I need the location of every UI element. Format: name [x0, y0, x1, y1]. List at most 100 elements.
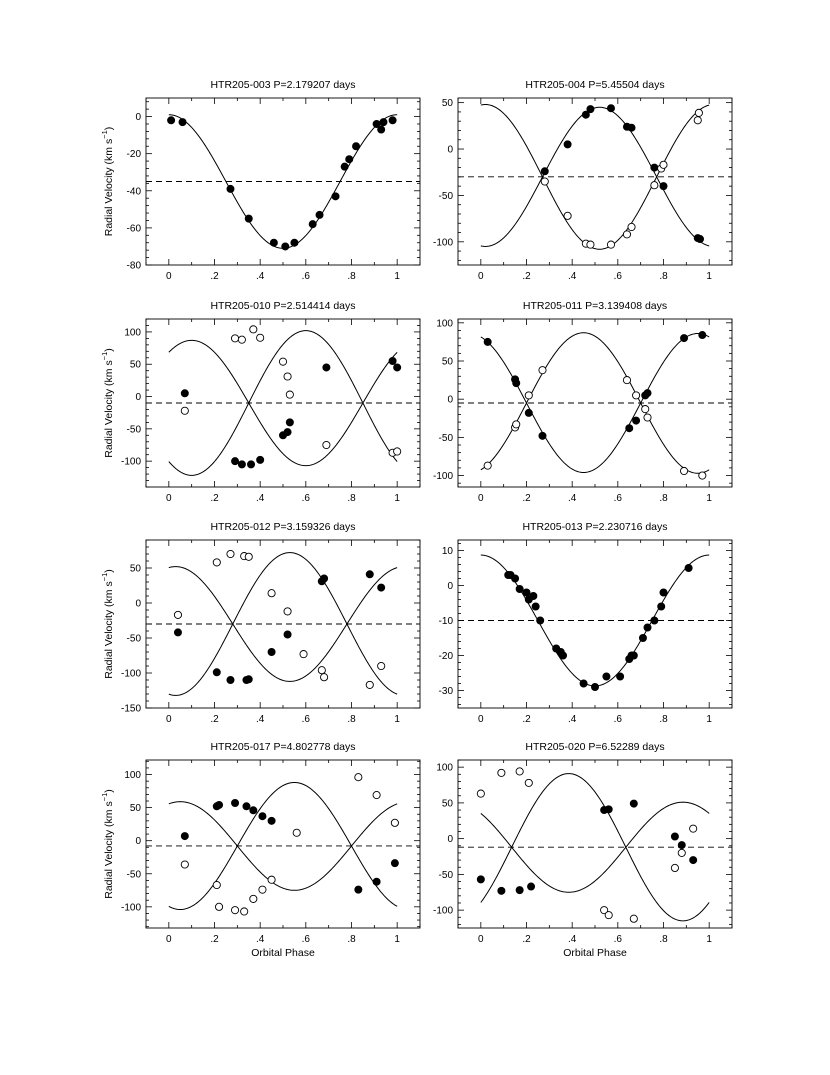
data-point-primary	[340, 162, 349, 171]
x-tick-label: 1	[394, 271, 400, 282]
data-point-primary	[244, 214, 253, 223]
data-point-primary	[393, 363, 402, 372]
data-point-primary	[563, 140, 572, 149]
data-point-primary	[632, 416, 641, 425]
data-point-secondary	[670, 863, 679, 872]
x-tick-label: 0	[478, 714, 484, 725]
data-point-primary	[643, 389, 652, 398]
data-point-primary	[258, 812, 267, 821]
data-point-secondary	[267, 875, 276, 884]
data-point-secondary	[283, 607, 292, 616]
data-point-secondary	[212, 558, 221, 567]
y-tick-label: -50	[439, 191, 454, 202]
y-tick-label: -50	[127, 634, 142, 645]
data-point-secondary	[285, 390, 294, 399]
x-tick-label: 0	[478, 271, 484, 282]
y-tick-label: 50	[442, 357, 454, 368]
x-tick-label: .2	[522, 271, 531, 282]
x-tick-label: 0	[166, 493, 172, 504]
data-point-secondary	[212, 880, 221, 890]
data-point-secondary	[604, 911, 613, 920]
data-point-secondary	[497, 768, 506, 777]
panel-title: HTR205-010 P=2.514414 days	[210, 300, 355, 312]
data-point-secondary	[299, 650, 308, 659]
panel-7: HTR205-017 P=4.802778 days 0 .2 .4 .6 .8 1 100 5…	[100, 741, 421, 959]
data-point-primary	[231, 798, 240, 807]
panel-title: HTR205-012 P=3.159326 days	[210, 521, 355, 533]
data-point-secondary	[650, 181, 659, 190]
data-point-primary	[320, 574, 329, 583]
x-tick-label: .4	[256, 271, 265, 282]
data-point-primary	[379, 118, 388, 127]
x-tick-label: .4	[568, 714, 577, 725]
data-point-secondary	[226, 549, 235, 559]
data-point-secondary	[320, 673, 329, 682]
data-point-primary	[231, 457, 240, 466]
data-point-primary	[677, 841, 686, 850]
data-point-secondary	[230, 334, 240, 343]
data-point-primary	[354, 885, 363, 894]
data-point-primary	[226, 676, 235, 685]
data-point-secondary	[641, 405, 650, 414]
data-point-primary	[591, 683, 600, 692]
fit-curve	[168, 781, 398, 910]
y-tick-label: 50	[130, 803, 142, 814]
y-tick-label: 100	[124, 770, 141, 781]
y-tick-label: -100	[121, 669, 141, 680]
data-point-secondary	[515, 767, 524, 776]
data-point-primary	[650, 616, 659, 625]
y-tick-label: 0	[447, 581, 453, 592]
y-tick-label: 0	[135, 599, 141, 610]
data-point-secondary	[627, 222, 636, 232]
x-tick-label: .4	[568, 493, 577, 504]
data-point-primary	[244, 675, 253, 684]
data-point-primary	[476, 875, 485, 884]
data-point-primary	[616, 672, 625, 681]
data-point-secondary	[563, 211, 572, 220]
fit-curve	[168, 114, 398, 249]
x-tick-label: .2	[522, 934, 531, 945]
x-tick-label: .8	[347, 271, 356, 282]
data-point-secondary	[258, 885, 267, 894]
x-axis-label: Orbital Phase	[563, 947, 627, 959]
x-tick-label: .8	[347, 493, 356, 504]
data-point-primary	[497, 886, 506, 895]
data-point-secondary	[365, 680, 374, 689]
y-tick-label: 100	[436, 763, 453, 774]
panel-title: HTR205-003 P=2.179207 days	[210, 79, 355, 91]
data-point-secondary	[292, 828, 301, 837]
x-axis-label: Orbital Phase	[251, 947, 315, 959]
x-tick-label: .8	[659, 714, 668, 725]
data-point-primary	[483, 337, 492, 346]
data-point-secondary	[694, 108, 703, 117]
fit-curve	[168, 339, 398, 467]
panel-1: HTR205-003 P=2.179207 days 0 .2 .4 .6 .8 1 0 -20…	[100, 79, 421, 282]
data-point-secondary	[483, 461, 492, 470]
data-point-primary	[215, 800, 224, 809]
data-point-secondary	[622, 376, 632, 385]
y-tick-label: -50	[439, 433, 454, 444]
data-point-primary	[536, 616, 545, 625]
data-point-secondary	[659, 160, 668, 169]
y-tick-label: 50	[130, 360, 142, 371]
data-point-primary	[256, 455, 265, 464]
data-point-primary	[515, 886, 524, 895]
plot-frame	[457, 97, 733, 266]
data-point-primary	[345, 155, 354, 164]
data-point-secondary	[317, 666, 326, 675]
y-tick-label: 50	[130, 564, 142, 575]
data-point-primary	[226, 184, 235, 193]
data-point-secondary	[698, 471, 707, 480]
data-point-primary	[322, 363, 331, 372]
y-tick-label: -60	[127, 223, 142, 234]
data-point-primary	[629, 651, 638, 660]
data-point-primary	[365, 570, 374, 579]
x-tick-label: 1	[706, 493, 712, 504]
data-point-primary	[285, 418, 294, 427]
data-point-primary	[237, 460, 246, 469]
y-tick-label: 0	[447, 834, 453, 845]
y-tick-label: -20	[439, 651, 454, 662]
data-point-primary	[696, 235, 705, 244]
x-tick-label: .6	[302, 271, 311, 282]
